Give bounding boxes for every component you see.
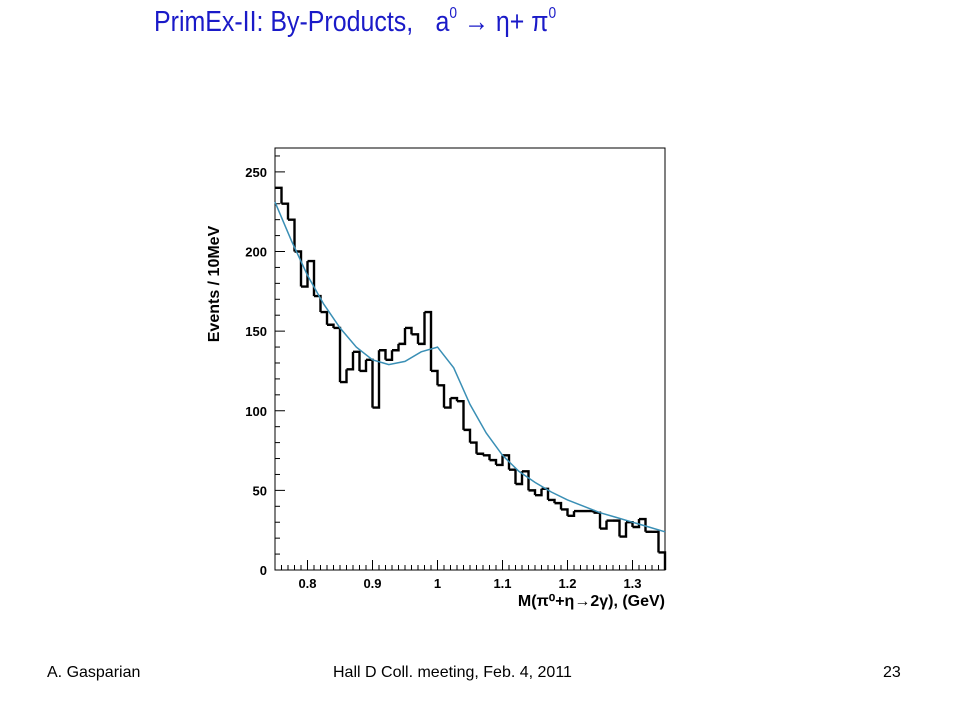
title-superscript-0b: 0 [548,5,557,23]
histogram-bin [340,369,348,384]
histogram-bin [359,359,368,373]
y-axis-label: Events / 10MeV [206,225,223,342]
histogram-bin [522,470,530,491]
histogram-bin [411,333,420,344]
histogram-bin [587,509,595,513]
histogram-bin [320,310,329,325]
title-pi: π [531,6,549,38]
x-tick-label-1.1: 1.1 [493,576,511,591]
histogram-bin [444,398,452,409]
histogram-bin [437,384,446,408]
title-a: a [435,6,450,38]
histogram-bin [327,323,335,328]
histogram-bin [457,400,465,430]
x-tick-label-1: 1 [434,576,441,591]
histogram-bin [405,326,413,335]
histogram-bin [353,350,361,371]
histogram-bin [483,454,491,461]
histogram-bin [476,452,485,456]
x-axis-label: M(π⁰+η→2γ), (GeV) [518,593,665,610]
histogram-bin [333,326,342,383]
histogram-bin [658,551,667,570]
histogram-bin [567,511,576,518]
histogram-bin [314,294,322,313]
histogram-bin [431,369,439,386]
histogram-bin [424,310,433,371]
plot-frame [274,147,666,571]
title-main: PrimEx-II: By-Products, [154,6,414,38]
footer-meeting: Hall D Coll. meeting, Feb. 4, 2011 [333,664,572,681]
histogram-bin [275,186,283,204]
histogram-bin [398,327,407,346]
histogram-bin [418,312,426,346]
histogram-bin [632,519,641,529]
y-tick-label-250: 250 [245,165,267,180]
footer-page-number: 23 [883,664,901,681]
histogram-bin [593,511,602,529]
histogram-bin [515,471,524,486]
histogram-bin [619,522,628,538]
histogram-bin [554,501,563,510]
x-tick-label-1.2: 1.2 [558,576,576,591]
histogram-bin [528,489,537,496]
histogram-bin [561,508,569,516]
x-tick-label-1.3: 1.3 [623,576,641,591]
footer-author: A. Gasparian [47,664,141,681]
histogram-bin [463,428,472,443]
histogram-bin [535,488,543,497]
histogram-bin [288,218,296,252]
histogram-bin [613,519,621,537]
y-tick-label-150: 150 [245,324,267,339]
histogram-bin [385,350,394,361]
histogram-bin [294,250,303,287]
histogram-bin [509,468,517,485]
histogram-bin [301,261,309,288]
histogram-bin [346,351,355,371]
y-tick-label-0: 0 [260,563,267,578]
histogram-bin [372,350,381,409]
fit-curve [274,201,666,533]
y-tick-label-50: 50 [253,483,267,498]
histogram-bin [470,441,478,454]
title-arrow: → [463,6,489,38]
histogram-bin [281,202,290,220]
histogram-bin [489,458,498,465]
title-eta: η [495,6,510,38]
y-tick-label-200: 200 [245,245,267,260]
x-tick-label-0.9: 0.9 [363,576,381,591]
histogram-bin [392,343,400,352]
x-tick-label-0.8: 0.8 [298,576,316,591]
histogram-bin [496,455,504,467]
title-superscript-0: 0 [449,5,458,23]
histogram-bin [379,349,387,360]
histogram-bin [541,487,550,500]
y-tick-label-100: 100 [245,404,267,419]
histogram-bin [652,530,660,553]
title-plus: + [509,6,525,38]
histogram-bin [639,517,647,532]
histogram-bin [548,498,556,504]
slide-title: PrimEx-II: By-Products, a0 → η+ π0 [154,6,556,39]
histogram-bin [600,520,608,530]
histogram-bin [502,454,511,470]
histogram-bin [307,259,316,297]
